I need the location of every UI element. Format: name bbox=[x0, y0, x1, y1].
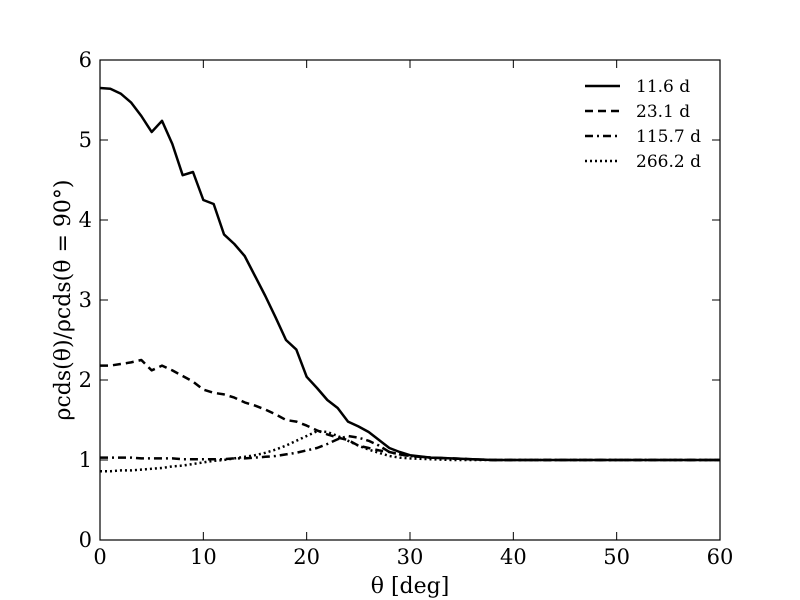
legend-label: 115.7 d bbox=[636, 127, 701, 147]
legend-label: 23.1 d bbox=[636, 102, 690, 122]
y-tick-label: 6 bbox=[79, 48, 92, 72]
plot-frame bbox=[99, 59, 721, 541]
x-axis-label: θ [deg] bbox=[371, 574, 450, 599]
series-line-266-2-d bbox=[100, 429, 720, 473]
ticks-layer: 0 10 20 30 40 50 60 0 1 2 3 4 5 6 bbox=[79, 48, 734, 569]
y-tick-label: 3 bbox=[79, 288, 92, 312]
y-axis-label: ρcds(θ)/ρcds(θ = 90°) bbox=[51, 180, 76, 421]
series-line-115-7-d bbox=[100, 434, 720, 462]
y-tick-label: 2 bbox=[79, 368, 92, 392]
y-tick-label: 0 bbox=[79, 528, 92, 552]
x-tick-label: 20 bbox=[293, 545, 320, 569]
x-tick-label: 50 bbox=[603, 545, 630, 569]
x-tick-label: 30 bbox=[397, 545, 424, 569]
legend: 11.6 d 23.1 d 115.7 d 266.2 d bbox=[585, 77, 701, 172]
legend-label: 11.6 d bbox=[636, 77, 690, 97]
x-tick-label: 60 bbox=[707, 545, 734, 569]
y-tick-label: 1 bbox=[79, 448, 92, 472]
series-line-23-1-d bbox=[100, 358, 720, 462]
series-layer bbox=[99, 86, 720, 473]
x-tick-label: 40 bbox=[500, 545, 527, 569]
axes-layer bbox=[99, 59, 721, 541]
legend-label: 266.2 d bbox=[636, 152, 701, 172]
x-tick-label: 10 bbox=[190, 545, 217, 569]
y-tick-label: 4 bbox=[79, 208, 92, 232]
y-tick-label: 5 bbox=[79, 128, 92, 152]
x-tick-label: 0 bbox=[93, 545, 106, 569]
series-line-11-6-d bbox=[99, 86, 720, 462]
